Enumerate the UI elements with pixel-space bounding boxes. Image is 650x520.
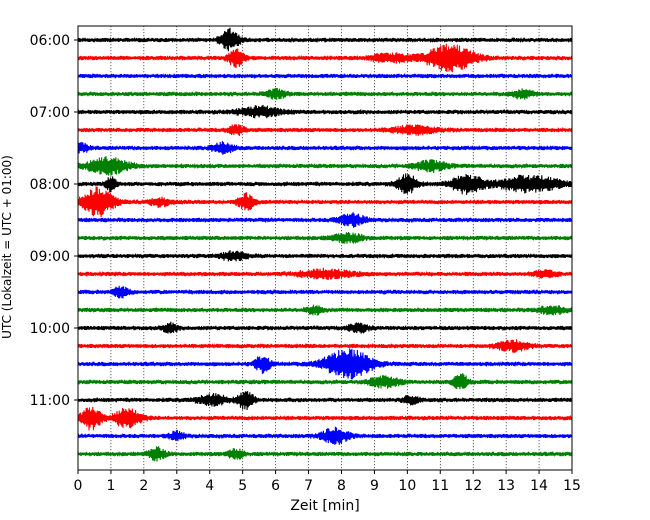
seismic-trace xyxy=(77,141,573,155)
seismic-trace xyxy=(77,27,573,52)
seismic-trace xyxy=(77,186,573,218)
x-tick-label: 13 xyxy=(497,478,515,494)
x-tick-label: 6 xyxy=(271,478,280,494)
seismic-trace xyxy=(77,446,573,462)
seismic-trace xyxy=(77,321,573,334)
y-tick-label: 10:00 xyxy=(30,321,70,337)
seismic-trace xyxy=(77,212,573,228)
y-tick-label: 09:00 xyxy=(30,249,70,265)
x-tick-label: 12 xyxy=(464,478,482,494)
x-axis-label: Zeit [min] xyxy=(290,498,359,514)
x-tick-label: 15 xyxy=(563,478,581,494)
seismic-trace xyxy=(77,426,573,445)
seismic-trace xyxy=(77,267,573,280)
seismic-trace xyxy=(77,173,573,195)
x-tick-label: 9 xyxy=(370,478,379,494)
x-tick-label: 3 xyxy=(172,478,181,494)
seismic-trace xyxy=(77,391,573,411)
y-tick-label: 11:00 xyxy=(30,393,70,409)
seismic-trace xyxy=(77,87,573,100)
seismic-trace xyxy=(77,124,573,137)
seismic-trace xyxy=(77,285,573,299)
seismic-trace xyxy=(77,72,573,80)
x-tick-label: 7 xyxy=(304,478,313,494)
y-axis-label: UTC (Lokalzeit = UTC + 01:00) xyxy=(0,155,14,339)
y-axis-ticks: 06:00 07:00 08:00 09:00 10:00 11:00 xyxy=(30,33,78,409)
x-axis-ticks: 0 1 2 3 4 5 6 7 8 9 10 11 12 13 14 15 xyxy=(74,470,581,494)
seismic-trace xyxy=(77,104,573,119)
seismic-trace xyxy=(77,304,573,316)
x-tick-label: 2 xyxy=(139,478,148,494)
x-tick-label: 14 xyxy=(530,478,548,494)
x-tick-label: 4 xyxy=(205,478,214,494)
seismic-trace xyxy=(77,156,573,176)
seismic-trace xyxy=(77,231,573,244)
seismic-trace xyxy=(77,250,573,262)
x-tick-label: 1 xyxy=(106,478,115,494)
y-tick-label: 06:00 xyxy=(30,33,70,49)
seismic-trace xyxy=(77,339,573,353)
seismic-trace xyxy=(77,406,573,431)
x-tick-label: 10 xyxy=(398,478,416,494)
x-tick-label: 5 xyxy=(238,478,247,494)
x-tick-label: 11 xyxy=(431,478,449,494)
y-tick-label: 08:00 xyxy=(30,177,70,193)
seismic-trace xyxy=(77,348,573,380)
seismic-trace xyxy=(77,43,573,73)
y-tick-label: 07:00 xyxy=(30,105,70,121)
x-tick-label: 8 xyxy=(337,478,346,494)
plot-frame xyxy=(77,25,573,471)
x-tick-label: 0 xyxy=(74,478,83,494)
seismic-trace xyxy=(77,373,573,390)
seismic-traces xyxy=(77,27,573,462)
